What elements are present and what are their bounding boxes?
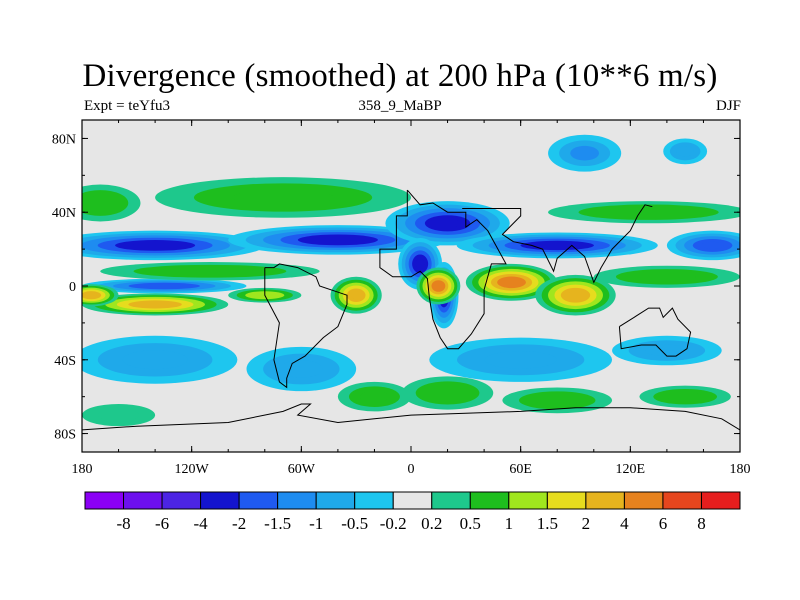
contour-band-11-2	[570, 145, 600, 161]
colorbar-label: -4	[194, 514, 209, 533]
colorbar-label: 1	[505, 514, 514, 533]
contour-band-18-6	[503, 279, 520, 286]
colorbar-label: -0.2	[380, 514, 407, 533]
colorbar-swatch-15	[662, 491, 702, 510]
contour-band-27-2	[429, 386, 466, 400]
contour-band-15-5	[140, 302, 171, 307]
contour-band-25-2	[645, 344, 689, 357]
colorbar-label: 0.2	[421, 514, 442, 533]
contour-band-9-2	[84, 195, 117, 211]
contour-band-1-5	[315, 236, 361, 243]
x-tick-label: 120E	[616, 462, 646, 477]
contour-band-4-4	[701, 241, 724, 250]
coastline-antarctica	[82, 403, 740, 431]
colorbar-label: 1.5	[537, 514, 558, 533]
colorbar-swatch-2	[161, 491, 202, 510]
colorbar-label: 8	[697, 514, 706, 533]
contour-band-24-2	[484, 351, 557, 369]
contour-band-3-5	[536, 242, 578, 249]
colorbar-swatch-5	[277, 491, 317, 510]
y-tick-label: 0	[69, 280, 76, 295]
contour-band-17-6	[434, 282, 443, 290]
contour-band-0-5	[132, 242, 178, 249]
x-tick-label: 60W	[288, 462, 316, 477]
colorbar-swatch-3	[200, 491, 240, 510]
colorbar-label: -8	[116, 514, 130, 533]
contour-band-5-5	[415, 258, 425, 270]
contour-band-2-5	[434, 218, 461, 228]
x-tick-label: 120W	[175, 462, 210, 477]
contour-band-20-5	[85, 292, 97, 298]
contour-band-12-2	[676, 146, 694, 157]
contour-band-26-2	[360, 390, 389, 403]
contour-band-7-4	[144, 284, 185, 288]
contour-band-22-2	[122, 350, 188, 370]
y-tick-label: 40N	[52, 206, 76, 221]
colorbar-swatch-0	[84, 491, 125, 510]
colorbar-swatch-10	[469, 491, 510, 510]
contour-band-19-5	[567, 291, 584, 300]
colorbar-swatch-1	[123, 491, 163, 510]
x-tick-label: 180	[72, 462, 93, 477]
colorbar-swatch-12	[546, 491, 587, 510]
coastline-europe-africa	[379, 189, 507, 350]
contour-fields	[82, 134, 740, 427]
contour-band-8-2	[232, 189, 334, 206]
y-tick-label: 40S	[54, 354, 76, 369]
x-tick-label: 0	[408, 462, 415, 477]
colorbar-label: 6	[659, 514, 668, 533]
experiment-label: Expt = teYfu3	[84, 98, 170, 114]
colorbar-swatch-6	[315, 491, 356, 510]
contour-band-16-5	[350, 291, 362, 300]
colorbar-label: -6	[155, 514, 169, 533]
y-tick-label: 80S	[54, 428, 76, 443]
contour-band-14-2	[638, 272, 696, 282]
colorbar-swatch-4	[238, 491, 279, 510]
colorbar-label: 0.5	[460, 514, 481, 533]
colorbar-swatch-13	[585, 491, 625, 510]
contour-band-30-1	[97, 408, 140, 422]
contour-band-29-2	[667, 392, 704, 402]
x-tick-label: 180	[730, 462, 751, 477]
colorbar-label: 2	[582, 514, 591, 533]
center-label: 358_9_MaBP	[358, 98, 442, 114]
contour-band-10-2	[609, 207, 689, 217]
x-tick-label: 60E	[509, 462, 532, 477]
coastline-south-america	[264, 263, 348, 389]
y-tick-label: 80N	[52, 132, 76, 147]
coastline-australia	[618, 307, 692, 357]
colorbar-label: -1.5	[264, 514, 291, 533]
chart-title: Divergence (smoothed) at 200 hPa (10**6 …	[82, 58, 718, 94]
colorbar-swatch-9	[431, 491, 471, 510]
colorbar-label: 4	[620, 514, 629, 533]
colorbar-swatch-14	[623, 491, 664, 510]
colorbar-swatch-16	[700, 491, 741, 510]
contour-band-23-2	[279, 360, 323, 378]
colorbar-swatch-8	[392, 491, 433, 510]
colorbar-swatch-7	[354, 491, 394, 510]
colorbar-label: -1	[309, 514, 323, 533]
colorbar-label: -0.5	[341, 514, 368, 533]
coastline-asia	[462, 204, 653, 284]
colorbar-label: -2	[232, 514, 246, 533]
contour-band-13-2	[166, 267, 254, 275]
coastlines	[82, 189, 740, 431]
season-label: DJF	[715, 98, 741, 114]
colorbar-swatch-11	[508, 491, 548, 510]
contour-band-28-2	[535, 395, 579, 406]
